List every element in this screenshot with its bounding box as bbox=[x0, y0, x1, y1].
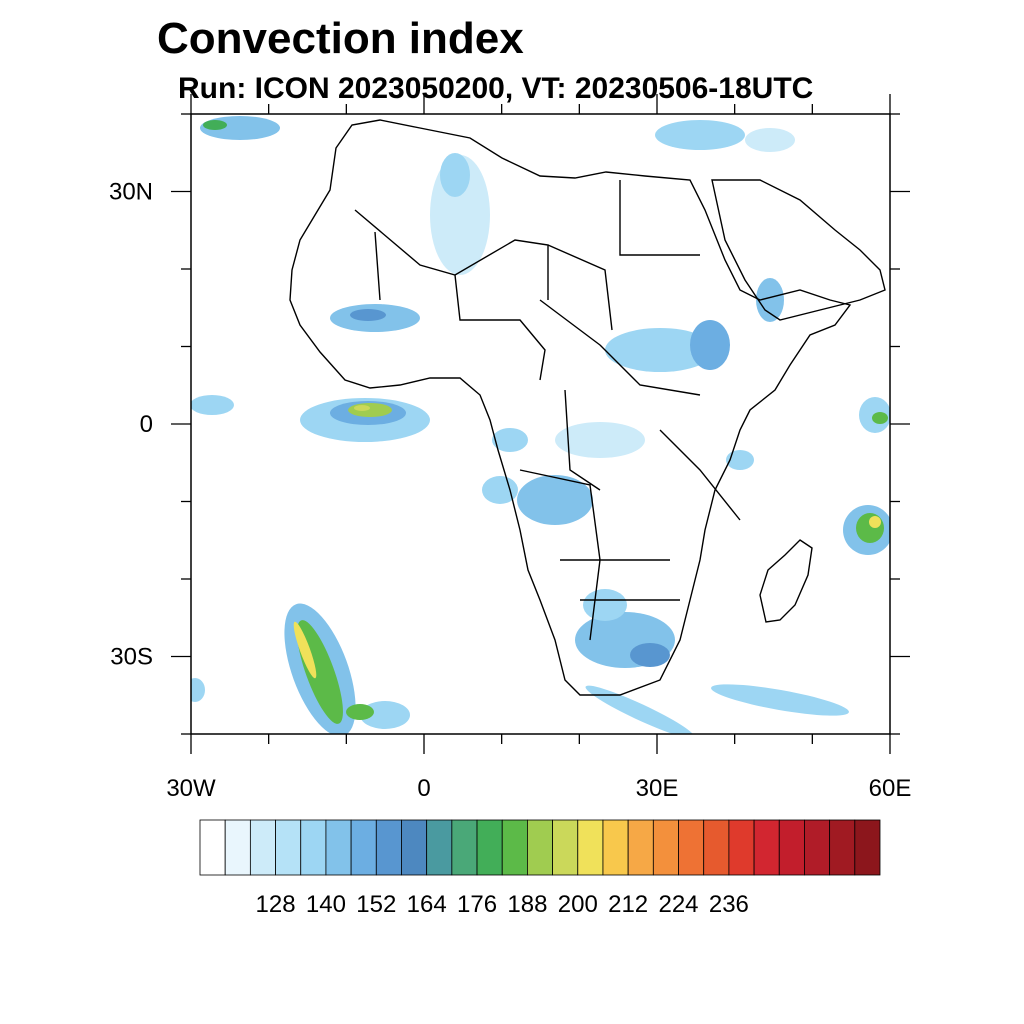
lon-tick-label: 30W bbox=[166, 775, 216, 802]
colorbar-swatch bbox=[451, 819, 478, 876]
colorbar-label: 212 bbox=[608, 891, 648, 918]
colorbar-swatch bbox=[199, 819, 226, 876]
colorbar-swatch bbox=[401, 819, 428, 876]
colorbar-swatch bbox=[728, 819, 755, 876]
colorbar-swatch bbox=[652, 819, 679, 876]
coastline-outline bbox=[289, 119, 886, 696]
lat-tick-label: 0 bbox=[140, 411, 153, 438]
colorbar-swatch bbox=[375, 819, 402, 876]
colorbar-swatch bbox=[753, 819, 780, 876]
colorbar-swatch bbox=[501, 819, 528, 876]
colorbar bbox=[199, 819, 881, 876]
colorbar-swatch bbox=[703, 819, 730, 876]
colorbar-label: 176 bbox=[457, 891, 497, 918]
lon-tick-label: 0 bbox=[417, 775, 430, 802]
colorbar-label: 128 bbox=[256, 891, 296, 918]
axis-ticks bbox=[171, 94, 910, 754]
colorbar-label: 140 bbox=[306, 891, 346, 918]
colorbar-swatch bbox=[426, 819, 453, 876]
colorbar-swatch bbox=[224, 819, 251, 876]
colorbar-swatch bbox=[602, 819, 629, 876]
convection-shading bbox=[191, 116, 890, 734]
plot-title: Convection index bbox=[157, 14, 524, 63]
lon-tick-label: 30E bbox=[636, 775, 679, 802]
colorbar-swatch bbox=[627, 819, 654, 876]
colorbar-swatch bbox=[275, 819, 302, 876]
colorbar-swatch bbox=[854, 819, 881, 876]
colorbar-label: 164 bbox=[407, 891, 447, 918]
lat-tick-label: 30N bbox=[109, 179, 153, 206]
colorbar-label: 152 bbox=[356, 891, 396, 918]
colorbar-swatch bbox=[476, 819, 503, 876]
colorbar-label: 200 bbox=[558, 891, 598, 918]
colorbar-swatch bbox=[552, 819, 579, 876]
colorbar-swatch bbox=[829, 819, 856, 876]
colorbar-swatch bbox=[778, 819, 805, 876]
colorbar-swatch bbox=[678, 819, 705, 876]
colorbar-swatch bbox=[325, 819, 352, 876]
colorbar-label: 236 bbox=[709, 891, 749, 918]
colorbar-swatch bbox=[804, 819, 831, 876]
colorbar-swatch bbox=[527, 819, 553, 876]
colorbar-swatch bbox=[300, 819, 327, 876]
lat-tick-label: 30S bbox=[110, 644, 153, 671]
plot-subtitle: Run: ICON 2023050200, VT: 20230506-18UTC bbox=[178, 72, 814, 105]
colorbar-swatch bbox=[350, 819, 377, 876]
colorbar-swatch bbox=[249, 819, 276, 876]
colorbar-labels: 128 140 152 164 176 188 200 212 224 236 bbox=[256, 891, 749, 918]
colorbar-label: 188 bbox=[507, 891, 547, 918]
colorbar-label: 224 bbox=[658, 891, 698, 918]
lon-tick-label: 60E bbox=[869, 775, 912, 802]
colorbar-swatch bbox=[577, 819, 604, 876]
axis-tick-labels: 30N 0 30S 30W 0 30E 60E bbox=[109, 179, 911, 803]
